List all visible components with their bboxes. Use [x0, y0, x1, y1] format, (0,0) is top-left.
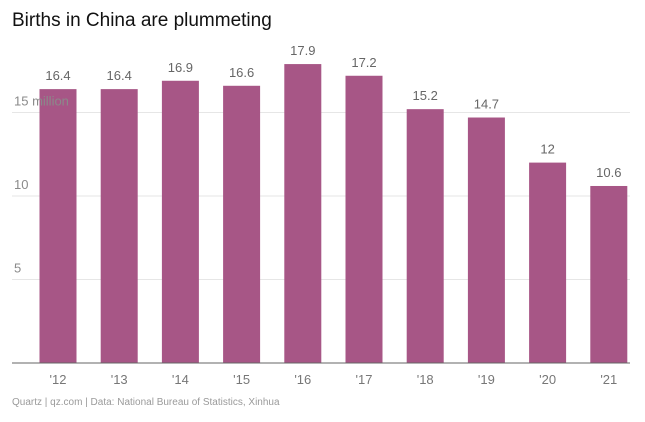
chart-title: Births in China are plummeting — [12, 10, 272, 31]
x-axis-ticks: '12 '13 '14 '15 '16 '17 '18 '19 '20 '21 — [50, 372, 618, 387]
value-label: 16.4 — [45, 68, 70, 83]
x-tick-label: '20 — [539, 372, 556, 387]
value-label: 16.6 — [229, 65, 254, 80]
y-tick-label: 5 — [14, 261, 21, 276]
bar-5 — [345, 75, 383, 363]
value-label: 15.2 — [413, 88, 438, 103]
y-tick-label: 15 million — [14, 94, 69, 109]
x-tick-label: '14 — [172, 372, 189, 387]
bar-9 — [590, 185, 628, 363]
x-tick-label: '15 — [233, 372, 250, 387]
bar-3 — [223, 85, 261, 363]
y-tick-label: 10 — [14, 177, 28, 192]
value-label: 14.7 — [474, 97, 499, 112]
bars — [39, 64, 628, 364]
x-tick-label: '21 — [600, 372, 617, 387]
bar-6 — [406, 109, 444, 363]
y-axis-ticks: 5 10 15 million — [14, 94, 69, 276]
value-label: 12 — [540, 142, 554, 157]
bar-7 — [467, 117, 505, 363]
x-tick-label: '13 — [111, 372, 128, 387]
value-label: 16.4 — [107, 68, 132, 83]
bar-2 — [161, 80, 199, 364]
x-tick-label: '17 — [356, 372, 373, 387]
bar-8 — [529, 162, 567, 363]
bar-4 — [284, 64, 322, 363]
x-tick-label: '19 — [478, 372, 495, 387]
x-tick-label: '12 — [50, 372, 67, 387]
bar-0 — [39, 89, 77, 364]
bar-1 — [100, 89, 138, 364]
source-footer: Quartz | qz.com | Data: National Bureau … — [12, 397, 280, 408]
value-label: 16.9 — [168, 60, 193, 75]
value-label: 17.2 — [351, 55, 376, 70]
value-label: 10.6 — [596, 165, 621, 180]
x-tick-label: '18 — [417, 372, 434, 387]
x-tick-label: '16 — [294, 372, 311, 387]
value-label: 17.9 — [290, 43, 315, 58]
value-labels: 16.4 16.4 16.9 16.6 17.9 17.2 15.2 14.7 12 10.6 — [45, 43, 621, 180]
